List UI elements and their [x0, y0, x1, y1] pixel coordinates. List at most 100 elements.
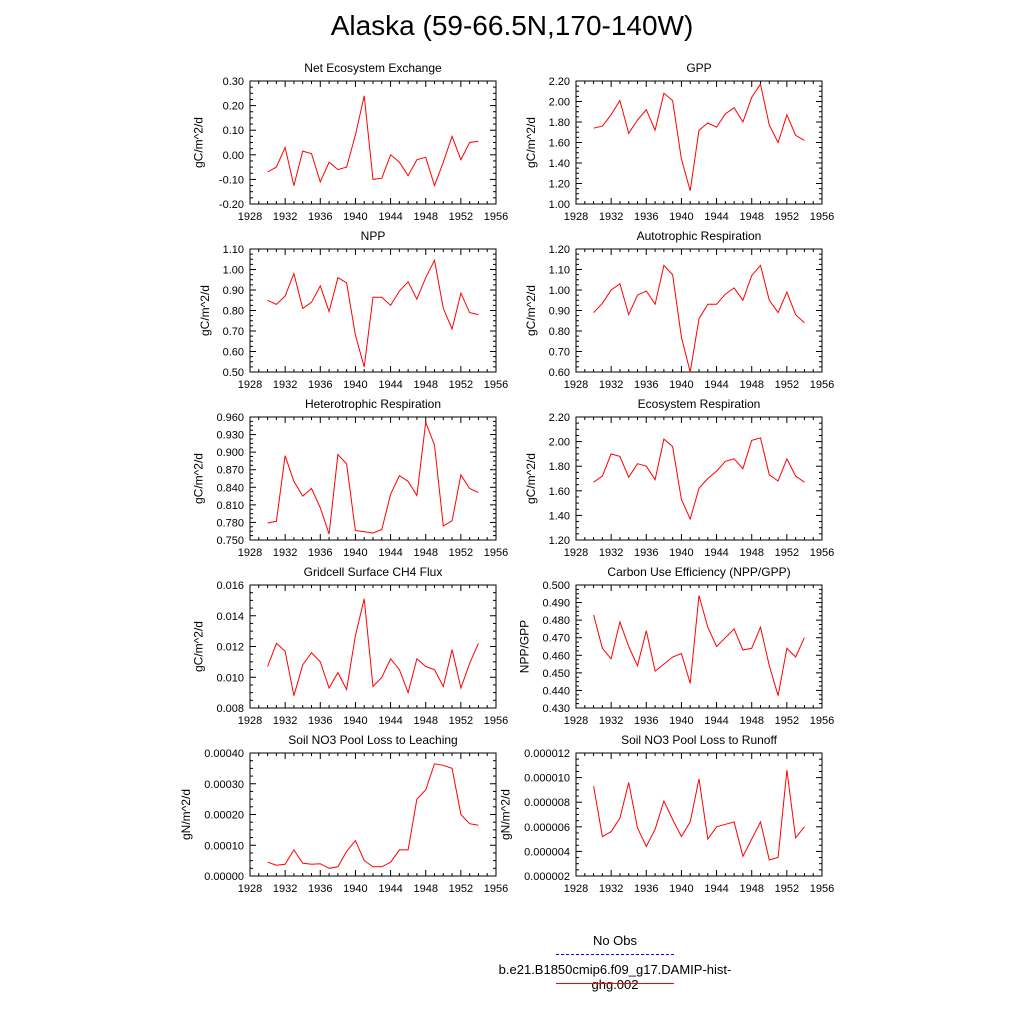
y-tick-label: 0.80 [549, 326, 570, 338]
y-tick-label: 0.490 [542, 598, 570, 610]
x-tick-label: 1932 [273, 379, 297, 391]
y-tick-label: 0.010 [216, 672, 244, 684]
y-tick-label: 2.00 [549, 97, 570, 109]
x-tick-label: 1940 [343, 547, 367, 559]
x-tick-label: 1956 [810, 379, 834, 391]
y-tick-label: 0.000012 [524, 748, 570, 760]
panel-title: Autotrophic Respiration [637, 229, 762, 243]
series-line [593, 770, 805, 861]
x-tick-label: 1940 [669, 715, 693, 727]
x-tick-label: 1940 [343, 379, 367, 391]
y-tick-label: 0.20 [223, 101, 244, 113]
y-tick-label: 0.480 [542, 615, 570, 627]
x-tick-label: 1944 [704, 883, 728, 895]
plot-frame [575, 248, 823, 373]
x-tick-label: 1928 [238, 883, 262, 895]
x-tick-label: 1928 [238, 715, 262, 727]
y-tick-label: 0.750 [216, 535, 244, 547]
x-tick-label: 1936 [634, 379, 658, 391]
x-tick-label: 1952 [449, 379, 473, 391]
y-axis-label: gC/m^2/d [192, 453, 206, 504]
x-tick-label: 1928 [564, 211, 588, 223]
x-tick-label: 1932 [273, 883, 297, 895]
x-tick-label: 1956 [484, 547, 508, 559]
y-tick-label: 1.80 [549, 461, 570, 473]
y-tick-label: 0.470 [542, 633, 570, 645]
x-tick-label: 1948 [739, 379, 763, 391]
x-tick-label: 1948 [413, 547, 437, 559]
panel-title: Carbon Use Efficiency (NPP/GPP) [607, 565, 790, 579]
x-tick-label: 1944 [704, 715, 728, 727]
y-tick-label: 1.60 [549, 486, 570, 498]
y-axis-label: gN/m^2/d [499, 789, 513, 840]
x-tick-label: 1936 [634, 211, 658, 223]
y-tick-label: 0.60 [549, 367, 570, 379]
y-tick-label: 1.40 [549, 158, 570, 170]
x-tick-label: 1928 [238, 547, 262, 559]
y-tick-label: 0.840 [216, 482, 244, 494]
x-tick-label: 1940 [669, 547, 693, 559]
panel-10: 1928 1932 1936 1940 1944 1948 1952 1956 0.000002… [499, 733, 835, 895]
x-tick-label: 1932 [599, 547, 623, 559]
x-tick-label: 1956 [484, 715, 508, 727]
panel-1: 1928 1932 1936 1940 1944 1948 1952 1956 -0.20 -0.… [192, 61, 509, 223]
x-tick-label: 1936 [308, 547, 332, 559]
y-tick-label: 0.00020 [204, 810, 244, 822]
x-tick-label: 1932 [599, 211, 623, 223]
panel-3: 1928 1932 1936 1940 1944 1948 1952 1956 0.50 0.60… [198, 229, 508, 391]
x-tick-label: 1956 [810, 883, 834, 895]
x-tick-label: 1928 [564, 547, 588, 559]
y-tick-label: 0.440 [542, 685, 570, 697]
x-tick-label: 1948 [739, 547, 763, 559]
y-tick-label: 0.00040 [204, 748, 244, 760]
y-tick-label: 2.20 [549, 412, 570, 424]
x-tick-label: 1944 [378, 379, 402, 391]
x-tick-label: 1940 [343, 715, 367, 727]
main-title: Alaska (59-66.5N,170-140W) [330, 10, 694, 41]
legend-case-line [556, 983, 674, 984]
plot-frame [575, 584, 823, 709]
x-tick-label: 1944 [704, 211, 728, 223]
y-tick-label: 1.80 [549, 117, 570, 129]
y-tick-label: 0.60 [223, 347, 244, 359]
panel-9: 1928 1932 1936 1940 1944 1948 1952 1956 0.00000 0… [179, 733, 508, 895]
x-tick-label: 1948 [413, 715, 437, 727]
y-tick-label: 0.014 [216, 611, 244, 623]
y-tick-label: 0.450 [542, 668, 570, 680]
y-tick-label: 0.870 [216, 465, 244, 477]
x-tick-label: 1928 [564, 715, 588, 727]
legend-obs-line [556, 954, 674, 955]
y-tick-label: 0.00000 [204, 871, 244, 883]
y-tick-label: 1.20 [549, 179, 570, 191]
plot-frame [249, 416, 497, 541]
panel-6: 1928 1932 1936 1940 1944 1948 1952 1956 1.20 1.40… [524, 397, 834, 559]
y-tick-label: 1.10 [549, 265, 570, 277]
series-line [593, 82, 805, 191]
y-tick-label: 1.20 [549, 535, 570, 547]
x-tick-label: 1956 [484, 379, 508, 391]
panel-4: 1928 1932 1936 1940 1944 1948 1952 1956 0.60 0.70… [524, 229, 834, 391]
x-tick-label: 1928 [238, 379, 262, 391]
x-tick-label: 1932 [273, 715, 297, 727]
y-tick-label: 0.780 [216, 517, 244, 529]
y-tick-label: 1.20 [549, 244, 570, 256]
y-tick-label: 0.012 [216, 642, 244, 654]
x-tick-label: 1932 [273, 547, 297, 559]
panel-title: Soil NO3 Pool Loss to Runoff [621, 733, 778, 747]
plot-frame [249, 80, 497, 205]
y-tick-label: 1.40 [549, 510, 570, 522]
series-line [593, 437, 805, 521]
series-line [267, 258, 479, 368]
x-tick-label: 1952 [449, 211, 473, 223]
x-tick-label: 1944 [378, 211, 402, 223]
x-tick-label: 1948 [413, 211, 437, 223]
x-tick-label: 1952 [775, 211, 799, 223]
plot-frame [249, 752, 497, 877]
y-tick-label: 2.00 [549, 437, 570, 449]
x-tick-label: 1956 [810, 547, 834, 559]
x-tick-label: 1936 [634, 547, 658, 559]
x-tick-label: 1952 [775, 715, 799, 727]
x-tick-label: 1956 [810, 715, 834, 727]
x-tick-label: 1948 [739, 883, 763, 895]
y-tick-label: 0.80 [223, 306, 244, 318]
